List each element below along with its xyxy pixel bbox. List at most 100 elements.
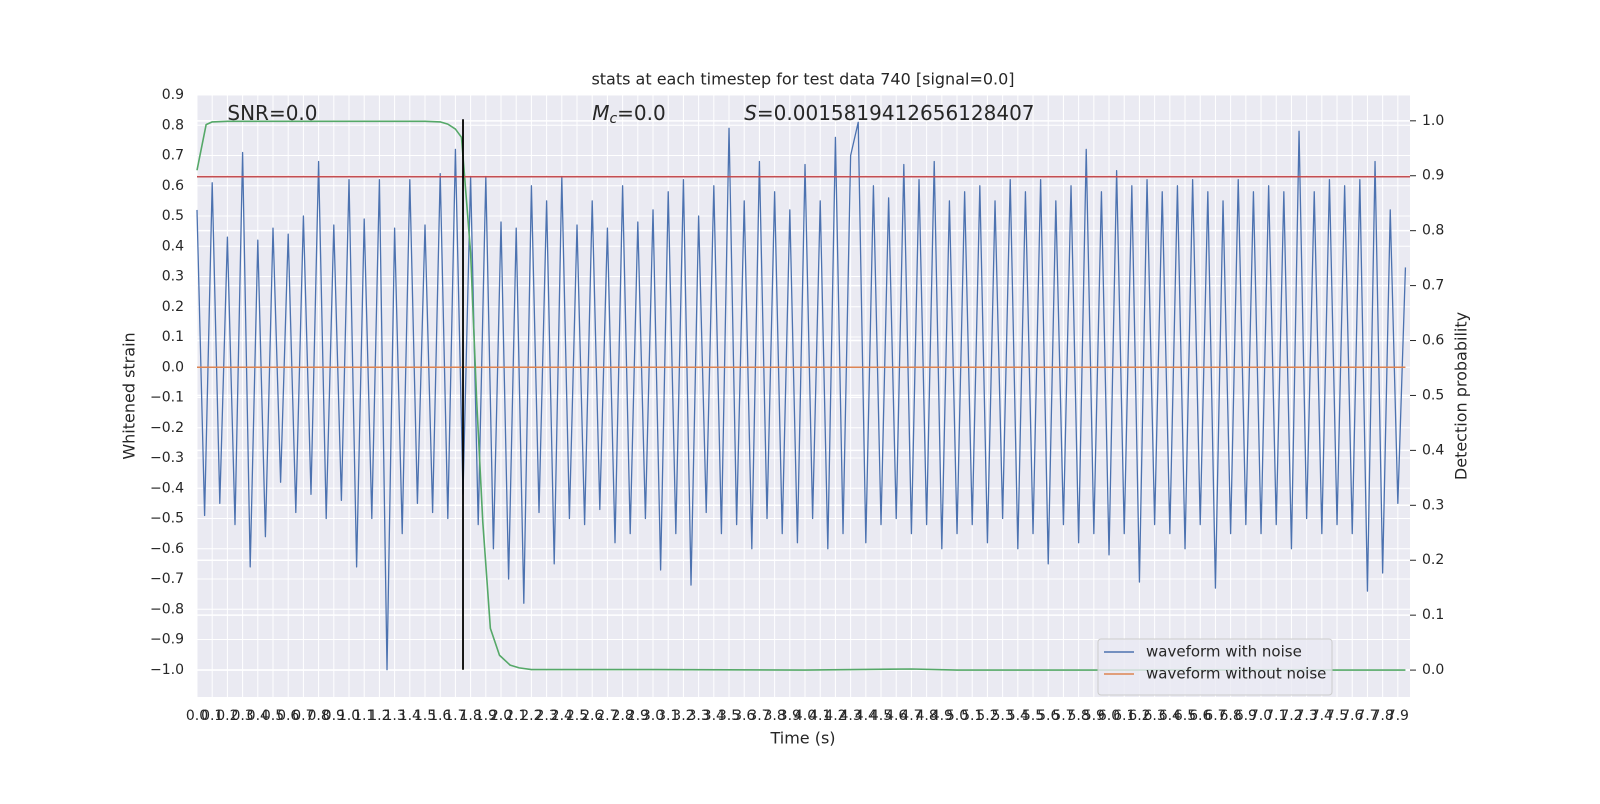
- x-tick-label: 1.5: [414, 708, 436, 724]
- x-tick-label: 6.0: [1098, 708, 1120, 724]
- annotation: Mc=0.0: [592, 101, 666, 128]
- x-tick-label: 0.3: [231, 708, 253, 724]
- x-tick-label: 3.2: [672, 708, 694, 724]
- y2-tick-label: 0.6: [1422, 333, 1444, 349]
- y-tick-label: −0.5: [150, 511, 184, 527]
- y-tick-label: −0.7: [150, 571, 184, 587]
- annotation: SNR=0.0: [227, 101, 317, 125]
- y-axis-label: Whitened strain: [120, 332, 139, 459]
- x-tick-label: 1.3: [383, 708, 405, 724]
- y2-tick-label: 0.3: [1422, 497, 1444, 513]
- y2-tick-label: 0.5: [1422, 387, 1444, 403]
- x-tick-label: 7.5: [1326, 708, 1348, 724]
- x-tick-label: 1.2: [368, 708, 390, 724]
- x-tick-label: 5.2: [976, 708, 998, 724]
- x-tick-label: 0.6: [277, 708, 299, 724]
- y-tick-label: 0.0: [162, 359, 184, 375]
- chart-title: stats at each timestep for test data 740…: [591, 70, 1014, 89]
- x-tick-label: 1.1: [353, 708, 375, 724]
- x-tick-label: 1.7: [444, 708, 466, 724]
- y-tick-label: 0.5: [162, 208, 184, 224]
- x-tick-label: 1.4: [399, 708, 421, 724]
- x-tick-label: 3.3: [687, 708, 709, 724]
- x-tick-label: 4.1: [809, 708, 831, 724]
- x-tick-label: 7.4: [1311, 708, 1333, 724]
- annotation-symbol: S: [744, 101, 757, 125]
- annotation-text: SNR=0.0: [227, 101, 317, 125]
- x-tick-label: 3.5: [718, 708, 740, 724]
- y-tick-label: 0.8: [162, 117, 184, 133]
- x-tick-label: 1.6: [429, 708, 451, 724]
- annotation-text: =0.0015819412656128407: [757, 101, 1035, 125]
- x-tick-label: 5.4: [1007, 708, 1029, 724]
- x-tick-label: 3.7: [748, 708, 770, 724]
- x-tick-label: 2.1: [505, 708, 527, 724]
- y-tick-label: −0.4: [150, 480, 184, 496]
- x-tick-label: 7.3: [1296, 708, 1318, 724]
- x-tick-label: 2.5: [566, 708, 588, 724]
- legend-box: [1097, 638, 1333, 696]
- x-tick-label: 0.2: [216, 708, 238, 724]
- x-tick-label: 1.0: [338, 708, 360, 724]
- y-tick-label: −1.0: [150, 662, 184, 678]
- y-tick-label: 0.6: [162, 178, 184, 194]
- x-tick-label: 0.0: [186, 708, 208, 724]
- x-tick-label: 6.5: [1174, 708, 1196, 724]
- x-tick-label: 7.2: [1280, 708, 1302, 724]
- x-tick-label: 6.7: [1204, 708, 1226, 724]
- x-tick-label: 5.1: [961, 708, 983, 724]
- x-tick-label: 7.8: [1372, 708, 1394, 724]
- x-tick-label: 4.5: [870, 708, 892, 724]
- series-line: [196, 121, 1407, 671]
- x-tick-label: 2.9: [627, 708, 649, 724]
- y-tick-label: 0.7: [162, 148, 184, 164]
- x-tick-label: 5.5: [1022, 708, 1044, 724]
- x-tick-label: 6.8: [1220, 708, 1242, 724]
- y-tick-label: −0.9: [150, 632, 184, 648]
- x-tick-label: 3.9: [779, 708, 801, 724]
- y2-axis-label: Detection probability: [1452, 312, 1471, 480]
- x-tick-label: 4.7: [900, 708, 922, 724]
- y-tick-label: −0.2: [150, 420, 184, 436]
- x-tick-label: 4.6: [885, 708, 907, 724]
- y2-tick-label: 0.1: [1422, 607, 1444, 623]
- y-tick-label: −0.6: [150, 541, 184, 557]
- x-tick-label: 0.4: [247, 708, 269, 724]
- x-tick-label: 6.6: [1189, 708, 1211, 724]
- x-tick-label: 0.1: [201, 708, 223, 724]
- x-tick-label: 2.2: [520, 708, 542, 724]
- annotation: S=0.0015819412656128407: [744, 101, 1034, 125]
- x-tick-label: 4.8: [915, 708, 937, 724]
- x-tick-label: 3.6: [733, 708, 755, 724]
- x-tick-label: 2.8: [611, 708, 633, 724]
- x-tick-label: 2.6: [581, 708, 603, 724]
- x-tick-label: 7.0: [1250, 708, 1272, 724]
- x-tick-label: 3.1: [657, 708, 679, 724]
- y-tick-label: −0.3: [150, 450, 184, 466]
- annotation-subscript: c: [609, 111, 617, 127]
- y-tick-label: 0.3: [162, 269, 184, 285]
- x-tick-label: 4.9: [931, 708, 953, 724]
- x-tick-label: 2.0: [490, 708, 512, 724]
- y2-tick-label: 1.0: [1422, 113, 1444, 129]
- x-tick-label: 4.4: [855, 708, 877, 724]
- y-tick-label: −0.1: [150, 390, 184, 406]
- y-tick-label: 0.2: [162, 299, 184, 315]
- x-tick-label: 2.7: [596, 708, 618, 724]
- y2-tick-label: 0.7: [1422, 278, 1444, 294]
- x-tick-label: 7.9: [1387, 708, 1409, 724]
- legend-label: waveform with noise: [1146, 643, 1302, 661]
- annotation-symbol: M: [592, 101, 609, 125]
- y2-tick-label: 0.4: [1422, 442, 1444, 458]
- x-tick-label: 1.8: [459, 708, 481, 724]
- x-tick-label: 0.9: [323, 708, 345, 724]
- y2-tick-label: 0.2: [1422, 552, 1444, 568]
- x-tick-label: 0.7: [292, 708, 314, 724]
- x-tick-label: 2.4: [551, 708, 573, 724]
- y2-tick-label: 0.0: [1422, 662, 1444, 678]
- x-tick-label: 5.3: [991, 708, 1013, 724]
- y-tick-label: 0.4: [162, 238, 184, 254]
- series-line: [196, 120, 1406, 671]
- x-tick-label: 4.0: [794, 708, 816, 724]
- x-tick-label: 3.4: [703, 708, 725, 724]
